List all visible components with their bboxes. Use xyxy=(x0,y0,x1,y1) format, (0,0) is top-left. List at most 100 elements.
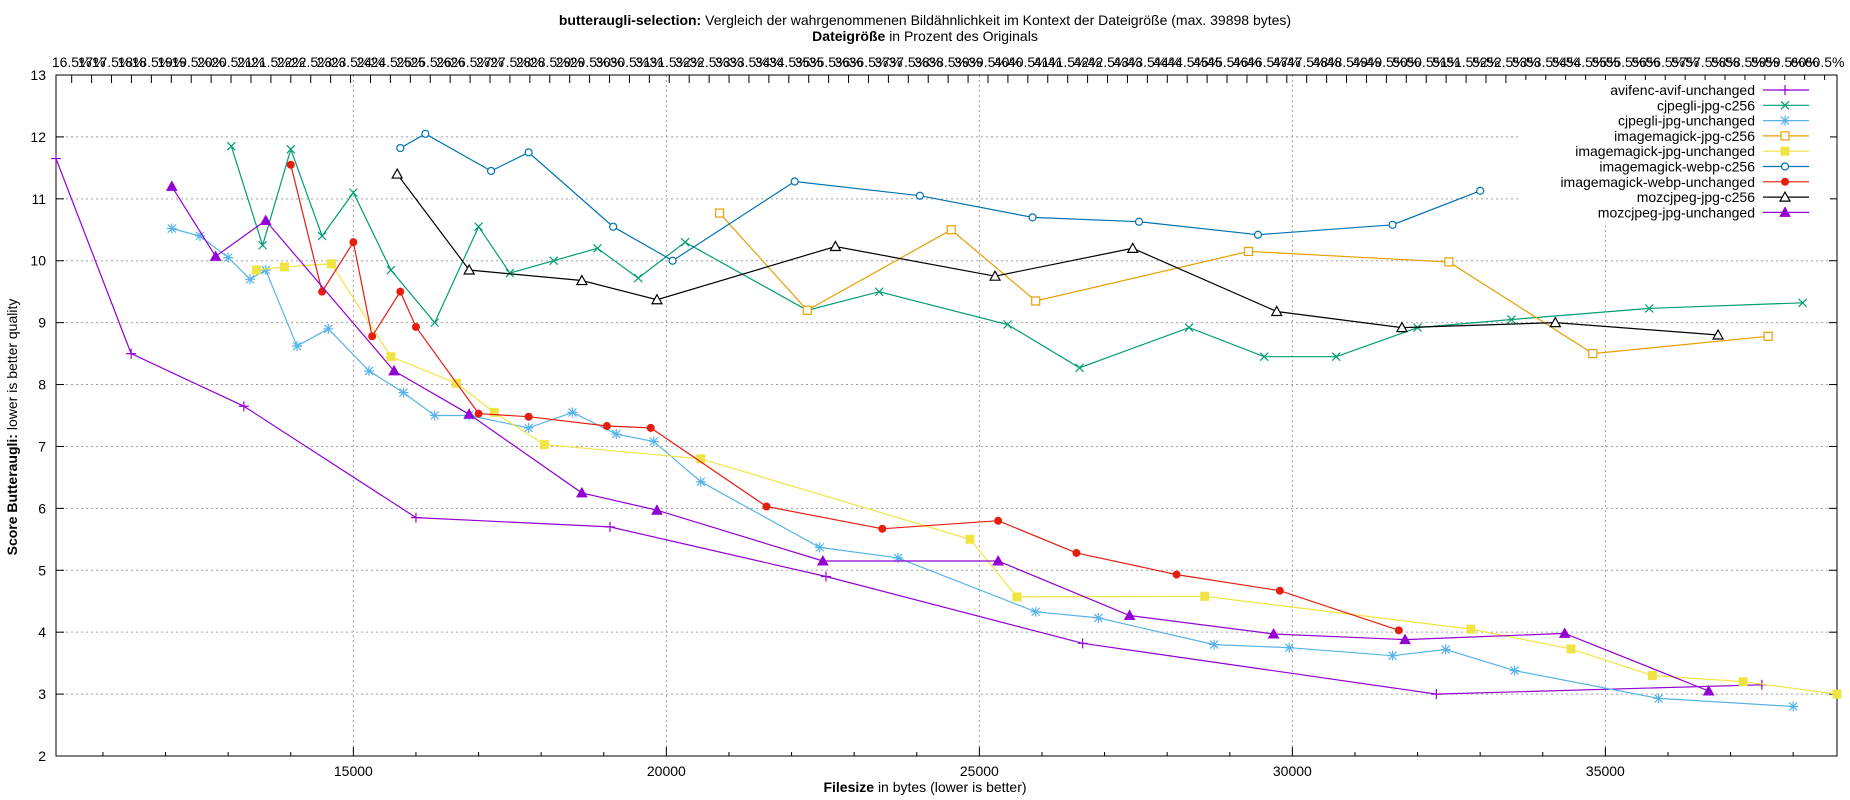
data-point xyxy=(1172,570,1181,579)
series-line xyxy=(171,227,1794,708)
series-line xyxy=(171,186,1709,692)
data-point xyxy=(1440,644,1451,655)
plot-frame xyxy=(55,74,1838,757)
data-point xyxy=(814,542,825,553)
data-point xyxy=(194,230,205,241)
legend-label: imagemagick-jpg-unchanged xyxy=(1575,143,1755,159)
data-point xyxy=(611,429,622,440)
x2-axis-label-bold: Dateigröße xyxy=(812,28,886,44)
legend: avifenc-avif-unchangedcjpegli-jpg-c256cj… xyxy=(1520,80,1830,222)
x-tick-label: 20000 xyxy=(647,763,686,779)
data-point xyxy=(396,143,405,153)
x2-tick-label: 41% xyxy=(1034,54,1062,70)
x2-tick-label: 56% xyxy=(1631,54,1659,70)
x2-tick-label: 31% xyxy=(635,54,663,70)
data-point xyxy=(258,240,268,250)
data-point xyxy=(992,554,1005,566)
data-point xyxy=(398,387,409,398)
data-point xyxy=(1507,315,1516,324)
legend-label: imagemagick-webp-c256 xyxy=(1599,159,1755,175)
data-point xyxy=(1466,624,1476,634)
data-point xyxy=(430,318,440,328)
data-point xyxy=(650,293,663,305)
x2-tick-label: 34% xyxy=(755,54,783,70)
x2-tick-label: 42.5% xyxy=(1088,54,1128,70)
data-point xyxy=(1647,671,1657,681)
data-point xyxy=(1702,684,1715,696)
data-point xyxy=(609,222,618,231)
series-cjpegli-jpg-unchanged xyxy=(166,223,1799,712)
data-point xyxy=(524,412,533,421)
legend-marker xyxy=(1780,146,1790,156)
x2-tick-label: 21% xyxy=(237,54,265,70)
x2-tick-label: 20% xyxy=(197,54,225,70)
chart-title: butteraugli-selection: Vergleich der wah… xyxy=(0,12,1850,28)
x2-tick-label: 41.5% xyxy=(1048,54,1088,70)
x2-tick-label: 39.5% xyxy=(968,54,1008,70)
x2-tick-label: 27.5% xyxy=(490,54,530,70)
x2-tick-label: 56.5% xyxy=(1645,54,1685,70)
data-point xyxy=(575,486,588,498)
data-point xyxy=(317,231,327,241)
series-cjpegli-jpg-c256 xyxy=(226,141,1807,373)
data-point xyxy=(421,129,430,138)
data-point xyxy=(1270,305,1283,317)
data-point xyxy=(988,269,1002,281)
x2-tick-label: 32% xyxy=(675,54,703,70)
data-point xyxy=(126,348,137,359)
x2-tick-label: 34.5% xyxy=(769,54,809,70)
x2-tick-label: 46% xyxy=(1233,54,1261,70)
series-imagemagick-webp-c256 xyxy=(396,129,1485,265)
data-point xyxy=(410,512,421,523)
legend-label: mozcjpeg-jpg-c256 xyxy=(1637,189,1755,205)
x2-tick-label: 25.5% xyxy=(410,54,450,70)
x2-tick-label: 50% xyxy=(1392,54,1420,70)
x2-tick-label: 42% xyxy=(1074,54,1102,70)
data-point xyxy=(505,268,515,278)
x2-tick-label: 26% xyxy=(436,54,464,70)
data-point xyxy=(1476,186,1485,195)
grid-lines xyxy=(56,75,1837,756)
data-point xyxy=(1431,689,1442,700)
data-point xyxy=(209,250,222,261)
data-point xyxy=(523,422,534,433)
x2-tick-label: 54% xyxy=(1552,54,1580,70)
data-point xyxy=(1509,665,1520,676)
y-axis-label: Score Butteraugli: lower is better quali… xyxy=(4,299,20,556)
data-point xyxy=(1566,644,1576,654)
x2-tick-label: 51% xyxy=(1432,54,1460,70)
x2-tick-label: 27% xyxy=(476,54,504,70)
data-point xyxy=(411,322,420,331)
x2-tick-label: 37.5% xyxy=(888,54,928,70)
y-tick-label: 2 xyxy=(38,748,46,764)
x2-tick-label: 49% xyxy=(1352,54,1380,70)
data-point xyxy=(1394,626,1403,635)
y-tick-label: 5 xyxy=(38,562,46,578)
series-imagemagick-jpg-unchanged xyxy=(251,259,1842,699)
x2-tick-label: 57% xyxy=(1671,54,1699,70)
x2-tick-label: 32.5% xyxy=(689,54,729,70)
data-point xyxy=(874,287,884,297)
data-point xyxy=(1003,320,1012,329)
x2-tick-label: 36% xyxy=(835,54,863,70)
data-point xyxy=(1093,612,1104,623)
data-point xyxy=(1123,609,1136,620)
x2-tick-label: 53.5% xyxy=(1526,54,1566,70)
data-point xyxy=(1388,220,1397,229)
x2-tick-label: 24% xyxy=(356,54,384,70)
data-point xyxy=(429,410,440,421)
chart-title-text: Vergleich der wahrgenommenen Bildähnlich… xyxy=(705,12,1292,28)
x2-tick-label: 50.5% xyxy=(1406,54,1446,70)
data-point xyxy=(1267,628,1280,639)
x-axis-label: Filesize in bytes (lower is better) xyxy=(0,779,1850,795)
data-point xyxy=(396,287,405,296)
x2-tick-label: 23.5% xyxy=(331,54,371,70)
series-line xyxy=(230,146,1803,369)
x2-tick-label: 45% xyxy=(1193,54,1221,70)
x2-tick-label: 44.5% xyxy=(1167,54,1207,70)
data-point xyxy=(326,259,336,269)
series-mozcjpeg-jpg-unchanged xyxy=(165,180,1715,696)
data-point xyxy=(1798,298,1807,308)
data-point xyxy=(965,534,975,544)
